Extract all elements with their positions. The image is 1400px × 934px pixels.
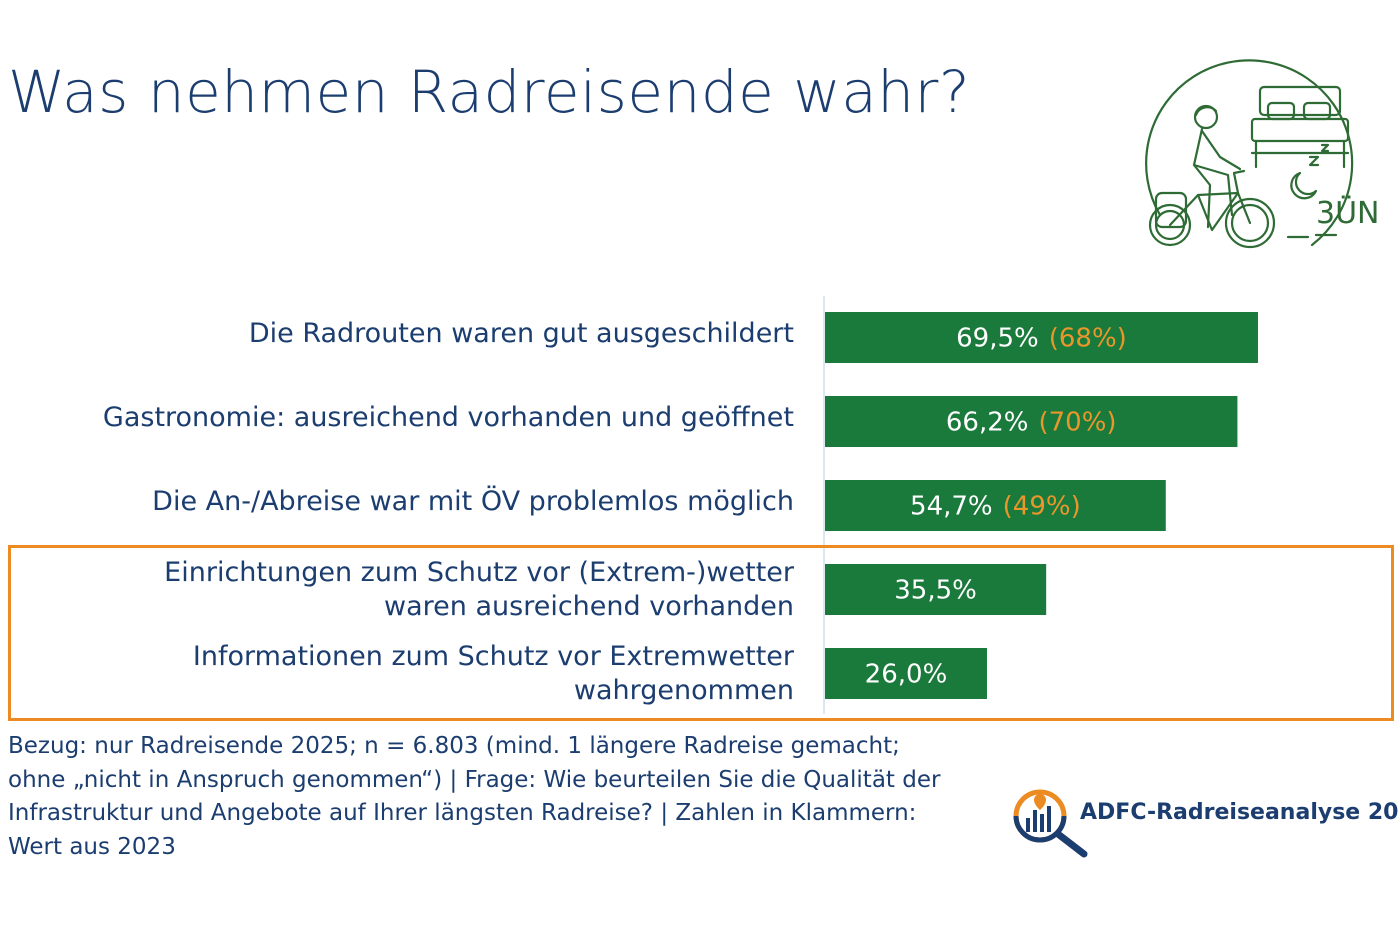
category-label-1: Gastronomie: ausreichend vorhanden und g… <box>103 401 794 435</box>
category-label-line: Die An-/Abreise war mit ÖV problemlos mö… <box>152 485 794 517</box>
category-label-line: waren ausreichend vorhanden <box>384 590 794 622</box>
nights-label: 3ÜN <box>1316 195 1380 231</box>
category-label-2: Die An-/Abreise war mit ÖV problemlos mö… <box>152 485 794 519</box>
category-label-line: Einrichtungen zum Schutz vor (Extrem-)we… <box>164 556 794 588</box>
chart-title: Was nehmen Radreisende wahr? <box>8 58 971 126</box>
bar-value-label-2: 54,7% (49%) <box>910 492 1081 522</box>
value-2023: (70%) <box>1038 408 1116 438</box>
bar-4 <box>825 648 987 699</box>
bar-3 <box>825 564 1047 615</box>
bar-value-label-3: 35,5% <box>894 576 977 606</box>
category-label-3: Einrichtungen zum Schutz vor (Extrem-)we… <box>164 556 794 624</box>
category-label-line: Gastronomie: ausreichend vorhanden und g… <box>102 401 794 433</box>
bar-value-label-4: 26,0% <box>865 660 948 690</box>
bar-2 <box>825 480 1166 531</box>
value-2025: 66,2% <box>946 408 1029 438</box>
category-label-line: wahrgenommen <box>573 674 794 706</box>
value-2023: (49%) <box>1003 492 1081 522</box>
bar-1 <box>825 396 1238 447</box>
value-2025: 26,0% <box>865 660 948 690</box>
bar-value-label-1: 66,2% (70%) <box>946 408 1117 438</box>
highlight-box <box>8 545 1394 721</box>
category-label-line: Informationen zum Schutz vor Extremwette… <box>192 640 794 672</box>
category-label-4: Informationen zum Schutz vor Extremwette… <box>193 640 794 708</box>
footnote: Bezug: nur Radreisende 2025; n = 6.803 (… <box>8 733 941 860</box>
magnifier-bar-chart-icon <box>1006 786 1096 866</box>
value-2023: (68%) <box>1049 324 1127 354</box>
category-label-0: Die Radrouten waren gut ausgeschildert <box>249 317 794 351</box>
cyclist-bed-moon-icon: 3ÜN <box>1140 45 1380 269</box>
bar-value-label-0: 69,5% (68%) <box>956 324 1127 354</box>
value-2025: 69,5% <box>956 324 1039 354</box>
bar-0 <box>825 312 1258 363</box>
category-label-line: Die Radrouten waren gut ausgeschildert <box>248 317 794 349</box>
brand-name: ADFC-Radreiseanalyse 2025 <box>1080 800 1400 825</box>
value-2025: 35,5% <box>894 576 977 606</box>
value-2025: 54,7% <box>910 492 993 522</box>
